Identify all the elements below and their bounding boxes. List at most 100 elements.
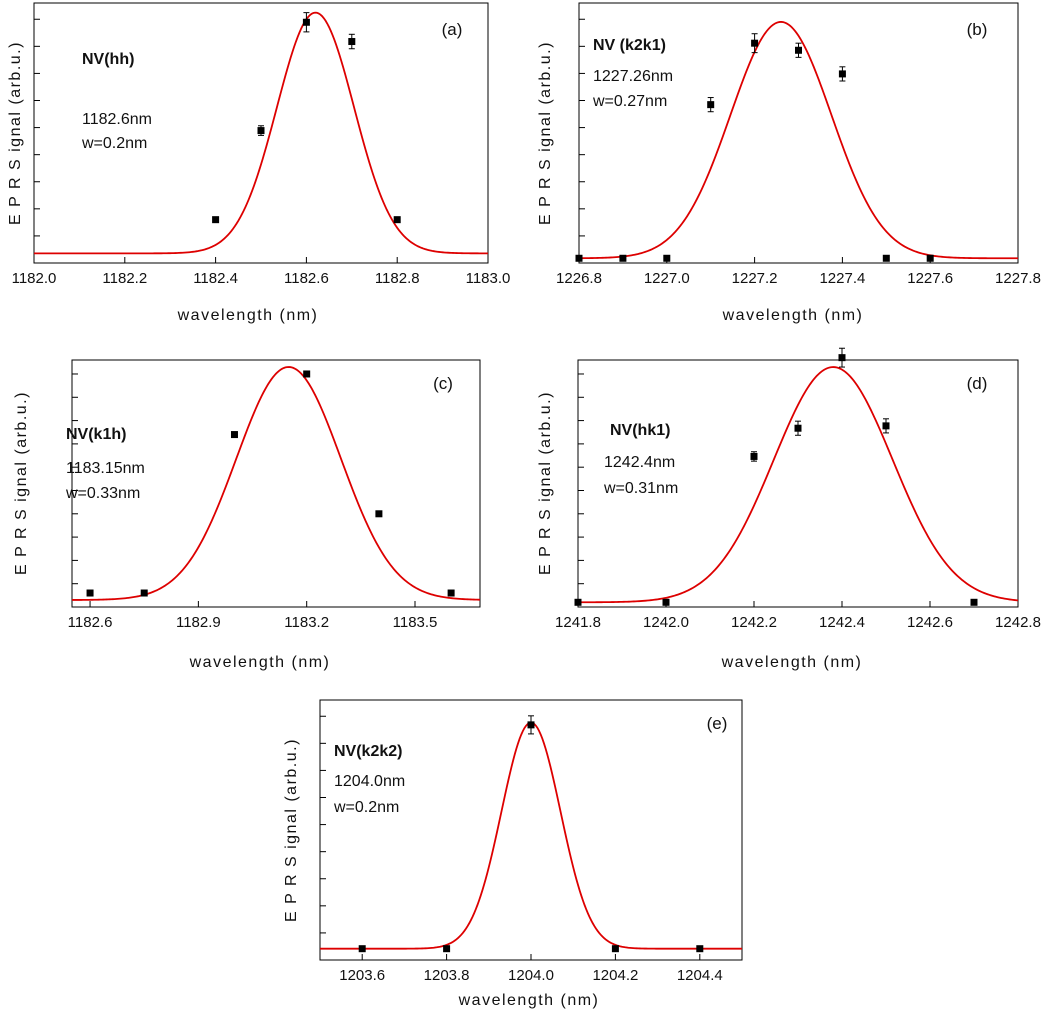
linewidth-label: w=0.2nm	[81, 135, 147, 152]
data-point	[574, 598, 582, 606]
chart-panel-2: 1226.8 1227.0 1227.2 1227.4 1227.6 1227.8 wave…	[537, 2, 1041, 324]
x-tick-label: 1226.8	[556, 270, 602, 287]
x-tick-label: 1182.0	[12, 270, 57, 287]
x-tick-label: 1242.6	[907, 614, 953, 631]
data-point	[926, 254, 934, 262]
x-tick-label: 1241.8	[555, 614, 601, 631]
data-point	[882, 254, 890, 262]
gaussian-fit-curve	[578, 366, 1019, 604]
data-point	[375, 510, 383, 518]
data-point	[838, 354, 846, 362]
x-tick-label: 1182.6	[68, 614, 113, 631]
x-axis-title: wavelength (nm)	[722, 307, 864, 324]
data-point	[882, 422, 890, 430]
x-axis-title: wavelength (nm)	[189, 654, 331, 671]
chart-panel-1: 1182.0 1182.2 1182.4 1182.6 1182.8 1183.0 wave…	[7, 2, 511, 324]
panel-label: (c)	[433, 374, 453, 393]
x-tick-label: 1242.2	[731, 614, 777, 631]
plot-frame	[71, 359, 481, 608]
defect-label: NV(k2k2)	[334, 743, 402, 760]
x-tick-label: 1242.4	[819, 614, 865, 631]
peak-wavelength-label: 1183.15nm	[66, 460, 145, 477]
chart-panel-3: 1182.6 1182.9 1183.2 1183.5 wavelength (nm) E…	[13, 359, 481, 671]
data-point	[447, 589, 455, 597]
data-point	[302, 18, 310, 26]
y-axis-title: E P R S ignal (arb.u.)	[537, 41, 554, 225]
x-axis-title: wavelength (nm)	[177, 307, 319, 324]
data-point	[358, 945, 366, 953]
defect-label: NV(hk1)	[610, 422, 670, 439]
data-point	[750, 452, 758, 460]
x-tick-label: 1203.6	[339, 967, 385, 984]
data-point	[348, 38, 356, 46]
panel-label: (b)	[967, 20, 988, 39]
data-point	[751, 39, 759, 47]
data-point	[443, 945, 451, 953]
x-axis-title: wavelength (nm)	[721, 654, 863, 671]
x-tick-label: 1204.0	[508, 967, 554, 984]
data-point	[527, 721, 535, 729]
x-axis-title: wavelength (nm)	[458, 992, 600, 1009]
chart-panel-4: 1241.8 1242.0 1242.2 1242.4 1242.6 1242.8 wave…	[537, 347, 1041, 671]
linewidth-label: w=0.2nm	[333, 799, 399, 816]
gaussian-fit-curve	[578, 21, 1018, 260]
x-tick-label: 1227.0	[644, 270, 690, 287]
peak-wavelength-label: 1242.4nm	[604, 454, 675, 471]
defect-label: NV(k1h)	[66, 426, 126, 443]
y-axis-title: E P R S ignal (arb.u.)	[537, 391, 554, 575]
x-tick-label: 1183.5	[393, 614, 438, 631]
gaussian-fit-curve	[72, 366, 481, 601]
data-point	[619, 254, 627, 262]
x-tick-label: 1182.8	[375, 270, 420, 287]
x-tick-label: 1227.4	[819, 270, 865, 287]
linewidth-label: w=0.33nm	[65, 485, 140, 502]
data-point	[663, 254, 671, 262]
x-tick-label: 1204.4	[677, 967, 723, 984]
data-point	[662, 598, 670, 606]
data-point	[86, 589, 94, 597]
data-point	[611, 945, 619, 953]
peak-wavelength-label: 1182.6nm	[82, 111, 152, 128]
gaussian-fit-curve	[34, 11, 488, 255]
chart-panel-5: 1203.6 1203.8 1204.0 1204.2 1204.4 wavelength…	[283, 699, 743, 1009]
x-tick-label: 1182.6	[284, 270, 329, 287]
y-axis-title: E P R S ignal (arb.u.)	[13, 391, 30, 575]
data-point	[393, 216, 401, 224]
x-tick-label: 1182.2	[102, 270, 147, 287]
linewidth-label: w=0.27nm	[592, 93, 667, 110]
data-point	[838, 70, 846, 78]
data-point	[707, 101, 715, 109]
panel-label: (a)	[442, 20, 463, 39]
x-tick-label: 1182.9	[176, 614, 221, 631]
plot-frame	[319, 699, 743, 961]
y-axis-title: E P R S ignal (arb.u.)	[7, 41, 24, 225]
x-tick-label: 1227.2	[732, 270, 778, 287]
data-point	[970, 598, 978, 606]
peak-wavelength-label: 1227.26nm	[593, 68, 673, 85]
defect-label: NV(hh)	[82, 51, 134, 68]
peak-wavelength-label: 1204.0nm	[334, 773, 405, 790]
plot-frame	[578, 2, 1019, 264]
panel-label: (e)	[707, 714, 728, 733]
plot-frame	[33, 2, 489, 264]
y-axis-title: E P R S ignal (arb.u.)	[283, 738, 300, 922]
data-point	[795, 46, 802, 54]
data-point	[212, 216, 220, 224]
data-point	[696, 945, 704, 953]
x-tick-label: 1182.4	[193, 270, 238, 287]
data-point	[575, 254, 583, 262]
data-point	[230, 431, 238, 439]
x-tick-label: 1242.0	[643, 614, 689, 631]
x-tick-label: 1227.8	[995, 270, 1041, 287]
x-tick-label: 1242.8	[995, 614, 1041, 631]
x-tick-label: 1227.6	[907, 270, 953, 287]
data-point	[140, 589, 148, 597]
defect-label: NV (k2k1)	[593, 37, 666, 54]
x-tick-label: 1204.2	[592, 967, 638, 984]
x-tick-label: 1183.0	[466, 270, 511, 287]
data-point	[303, 370, 311, 378]
data-point	[794, 424, 802, 432]
plot-frame	[577, 359, 1019, 608]
panel-label: (d)	[967, 374, 988, 393]
